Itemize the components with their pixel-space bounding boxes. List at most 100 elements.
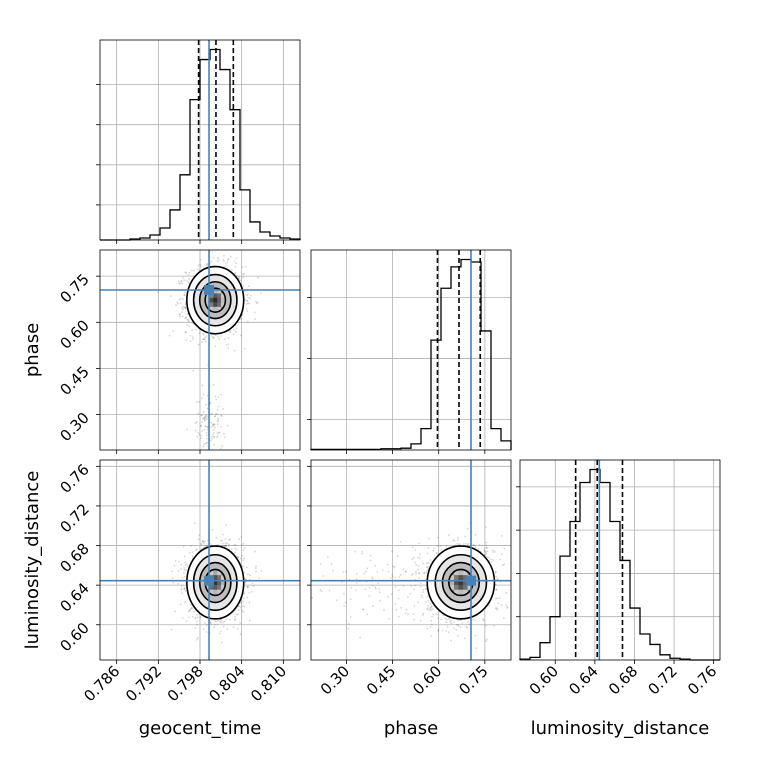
histogram-step [519,468,720,661]
scatter-point [491,551,494,553]
scatter-point [432,549,435,552]
scatter-point [445,619,448,621]
scatter-point [170,628,173,631]
scatter-point [485,553,487,555]
scatter-point [221,641,223,644]
scatter-point [242,611,245,613]
scatter-point [191,322,194,324]
scatter-point [225,344,228,346]
scatter-point [201,397,203,399]
scatter-point [405,608,408,611]
scatter-point [427,607,429,610]
scatter-point [196,613,198,616]
scatter-point [219,447,222,450]
scatter-point [245,308,248,310]
contour-line [198,280,232,320]
scatter-point [221,539,224,542]
scatter-point [418,542,420,545]
contour-line [198,561,232,604]
scatter-point [426,569,429,572]
scatter-point [244,581,247,584]
scatter-point [234,551,237,554]
scatter-point [221,445,224,447]
scatter-point [175,304,177,306]
scatter-point [185,339,188,341]
scatter-point [227,337,230,339]
scatter-point [190,545,192,548]
scatter-point [196,435,199,438]
density-block [217,584,221,590]
scatter-point [212,337,215,340]
scatter-point [247,302,249,304]
scatter-point [202,332,205,335]
scatter-point [235,549,238,551]
scatter-point [435,551,438,554]
scatter-point [172,581,175,584]
scatter-point [228,543,230,546]
truth-marker [204,285,215,295]
scatter-point [441,629,444,632]
scatter-point [205,416,208,419]
truth-marker [204,575,215,586]
scatter-point [235,257,238,260]
scatter-point [413,605,416,607]
scatter-point [216,434,219,437]
scatter-point [184,307,187,309]
scatter-point [241,609,244,612]
scatter-point [236,627,239,630]
axes-frame [310,249,512,451]
scatter-point [463,637,466,640]
scatter-point [244,298,246,301]
scatter-point [414,561,416,564]
scatter-point [202,540,204,543]
scatter-point [477,548,480,550]
scatter-point [212,425,215,427]
scatter-point [500,535,503,537]
scatter-point [206,394,209,397]
scatter-point [178,282,181,285]
scatter-point [447,534,450,536]
scatter-point [242,542,245,545]
scatter-point [233,349,236,352]
scatter-point [498,597,501,599]
scatter-point [195,617,197,619]
scatter-point [194,627,197,629]
scatter-point [205,335,208,337]
scatter-point [213,626,215,628]
scatter-point [222,259,225,261]
density-block [205,302,210,307]
scatter-point [226,542,228,545]
scatter-point [202,418,204,420]
scatter-point [237,556,240,559]
scatter-point [242,276,244,279]
scatter-point [490,561,493,563]
scatter-point [189,608,192,610]
scatter-point [431,623,433,626]
scatter-point [192,551,194,553]
scatter-point [236,556,239,558]
scatter-point [214,395,217,398]
scatter-point [413,618,415,621]
contour-line [192,273,238,327]
scatter-point [181,311,183,313]
scatter-point [220,335,222,337]
scatter-point [240,557,242,560]
scatter-point [191,329,194,332]
scatter-point [456,542,459,545]
scatter-point [187,273,190,276]
scatter-point [239,622,242,624]
scatter-point [202,338,205,341]
scatter-point [198,269,201,272]
scatter-point [215,436,218,439]
scatter-point [184,271,187,274]
scatter-point [234,265,237,268]
scatter-point [190,603,192,606]
scatter-point [232,333,235,336]
scatter-point [197,264,200,267]
scatter-point [198,534,201,537]
scatter-point [259,292,262,294]
scatter-point [414,548,417,551]
scatter-point [228,539,231,541]
scatter-point [177,570,180,572]
scatter-point [427,561,430,564]
